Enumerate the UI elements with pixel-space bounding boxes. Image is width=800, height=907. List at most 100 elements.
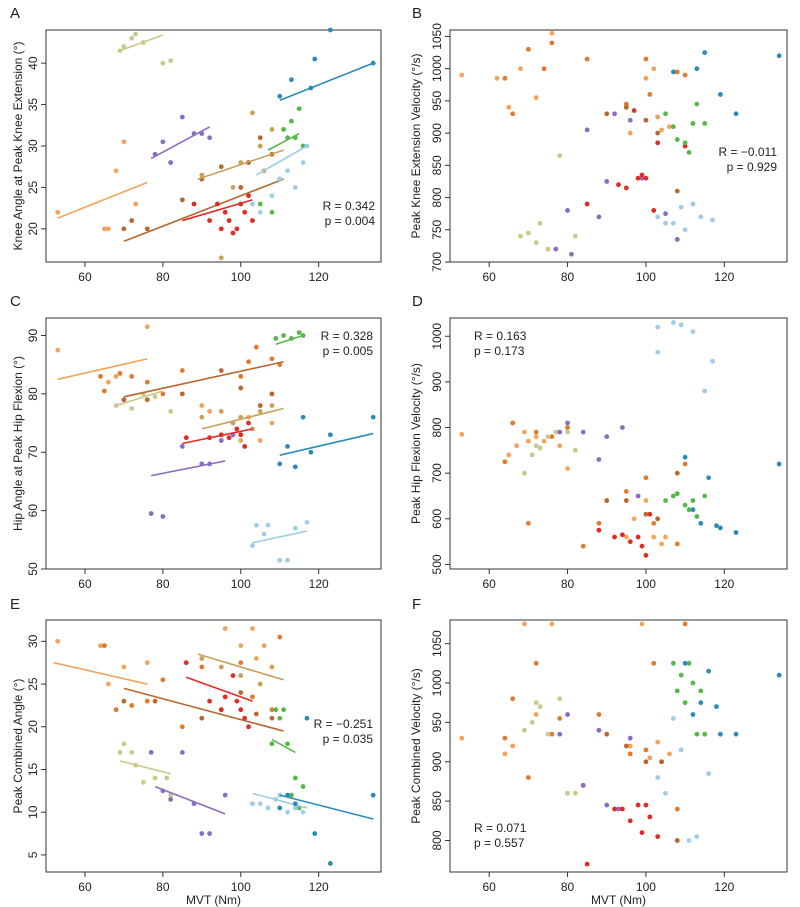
- data-point: [627, 539, 633, 545]
- data-point: [273, 796, 279, 802]
- data-point: [296, 330, 302, 335]
- panel-f-x-tick-label: 120: [714, 880, 734, 894]
- panel-f-series-red: [584, 802, 661, 867]
- panel-c-letter: C: [10, 293, 21, 310]
- data-point: [183, 660, 189, 666]
- panel-c-x-tick-label: 100: [231, 577, 251, 591]
- data-point: [631, 108, 637, 113]
- data-point: [604, 731, 610, 737]
- data-point: [230, 673, 236, 678]
- data-point: [238, 673, 244, 678]
- data-point: [218, 664, 224, 670]
- data-point: [105, 226, 111, 232]
- data-point: [690, 121, 696, 126]
- data-point: [261, 643, 267, 649]
- data-point: [627, 735, 633, 741]
- data-point: [242, 444, 248, 449]
- data-point: [623, 489, 629, 494]
- data-point: [257, 135, 263, 141]
- data-point: [218, 226, 224, 232]
- data-point: [246, 359, 251, 365]
- data-point: [502, 751, 508, 757]
- data-point: [226, 218, 232, 223]
- data-point: [238, 185, 244, 190]
- data-point: [525, 520, 531, 526]
- data-point: [238, 707, 244, 713]
- data-point: [183, 435, 189, 441]
- panel-a-y-tick-label: 20: [26, 222, 40, 236]
- data-point: [289, 336, 294, 341]
- data-point: [655, 130, 661, 136]
- data-point: [113, 373, 119, 379]
- panel-e-series-brown: [121, 687, 284, 732]
- data-point: [246, 724, 251, 730]
- panel-d-r-value: R = 0.163: [474, 329, 527, 343]
- data-point: [242, 715, 248, 721]
- data-point: [242, 209, 248, 215]
- data-point: [565, 425, 570, 430]
- panel-c-p-value: p = 0.005: [323, 344, 374, 358]
- data-point: [565, 420, 570, 426]
- data-point: [639, 543, 645, 549]
- data-point: [533, 434, 539, 440]
- panel-f-x-tick-label: 80: [561, 880, 575, 894]
- data-point: [663, 498, 668, 503]
- data-point: [285, 168, 290, 174]
- panel-d-series-orange: [502, 420, 688, 549]
- data-point: [113, 707, 119, 713]
- panel-e-frame: [45, 619, 382, 873]
- panel-f-series-orange: [502, 621, 688, 812]
- data-point: [510, 696, 516, 702]
- data-point: [129, 703, 135, 708]
- data-point: [702, 50, 708, 55]
- panel-d-x-tick-label: 120: [714, 577, 734, 591]
- panel-e-series-purple: [148, 750, 228, 836]
- data-point: [674, 838, 680, 843]
- data-point: [659, 541, 665, 547]
- data-point: [698, 700, 704, 706]
- regression-line: [123, 360, 284, 398]
- panel-a-series-purple: [150, 114, 213, 165]
- data-point: [698, 520, 704, 526]
- data-point: [98, 373, 103, 379]
- data-point: [269, 403, 275, 408]
- data-point: [269, 193, 275, 199]
- data-point: [525, 775, 531, 780]
- data-point: [533, 95, 539, 101]
- panel-c-series-green: [273, 330, 306, 346]
- data-point: [674, 491, 680, 497]
- data-point: [246, 193, 251, 199]
- data-point: [218, 408, 224, 414]
- data-point: [168, 796, 174, 802]
- data-point: [776, 461, 782, 467]
- data-point: [277, 634, 283, 640]
- data-point: [580, 543, 586, 549]
- data-point: [257, 438, 263, 443]
- data-point: [690, 507, 696, 513]
- data-point: [533, 429, 539, 435]
- panel-e-y-tick-label: 25: [26, 677, 40, 691]
- data-point: [549, 40, 555, 46]
- data-point: [604, 498, 610, 503]
- data-point: [308, 449, 314, 455]
- panel-d-letter: D: [412, 293, 423, 310]
- data-point: [545, 246, 551, 252]
- panel-f-letter: F: [412, 596, 421, 613]
- data-point: [226, 435, 232, 441]
- regression-line: [279, 432, 374, 456]
- data-point: [459, 735, 465, 741]
- panel-f-y-tick-label: 1050: [430, 630, 444, 657]
- data-point: [596, 727, 602, 733]
- panel-f-y-tick-label: 1000: [430, 669, 444, 696]
- data-point: [214, 201, 220, 207]
- data-point: [261, 531, 267, 537]
- data-point: [230, 230, 236, 236]
- data-point: [277, 715, 283, 721]
- data-point: [663, 220, 668, 226]
- data-point: [281, 707, 287, 713]
- data-point: [238, 690, 244, 696]
- data-point: [285, 444, 290, 449]
